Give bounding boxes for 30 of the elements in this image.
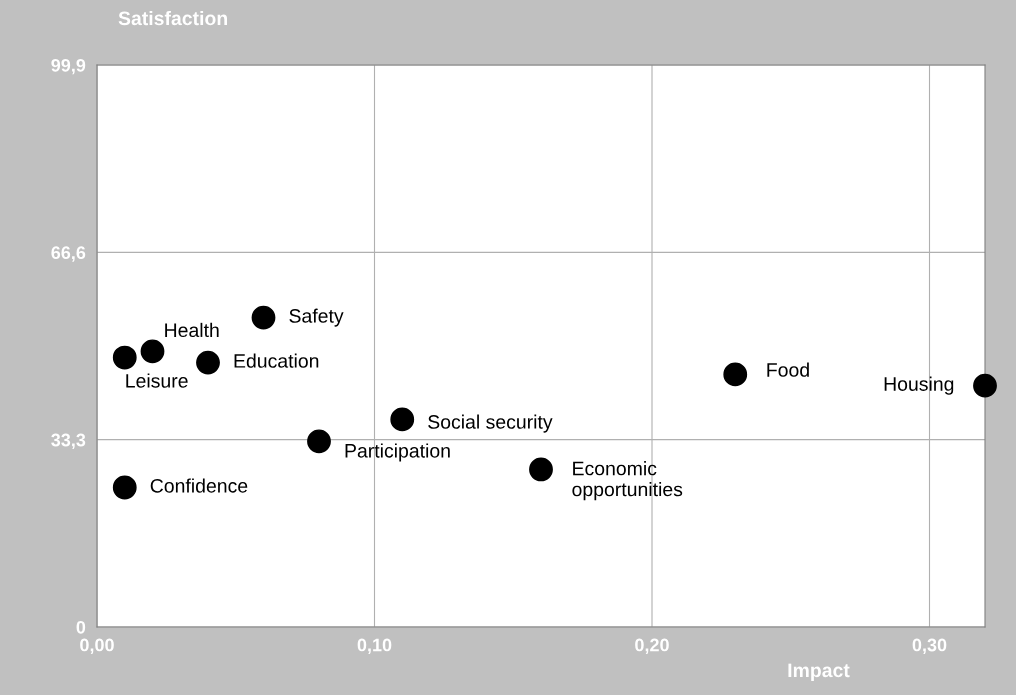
point [251,305,276,330]
point [196,350,220,375]
series-label: Food [767,362,809,377]
series-label: Social security [428,414,553,433]
point [112,345,137,370]
series-label: Participation [345,443,450,462]
x-tick-label: 0,20 [635,638,669,654]
point [723,362,748,387]
y-tick-label: 33,3 [51,433,86,449]
point [529,457,553,482]
series-label: Leisure [126,373,188,388]
y-axis-title: Satisfaction [118,10,228,26]
series-label: Health [165,322,219,338]
x-tick-label: 0,10 [357,638,392,654]
point [390,407,415,432]
series-label: Safety [289,308,344,327]
series-label: Education [234,353,319,368]
x-tick-label: 0,00 [80,638,114,654]
series-label: Confidence [150,478,248,493]
y-tick-label: 99,9 [51,58,86,75]
x-axis-title: Impact [788,663,850,682]
point [112,475,137,500]
point [973,373,997,398]
x-tick-label: 0,30 [912,638,947,654]
series-label: Economic opportunities [572,461,683,501]
point [140,339,165,364]
y-tick-label: 66,6 [51,246,86,262]
y-tick-label: 0 [76,620,86,634]
point [307,429,331,454]
series-label: Housing [884,376,954,395]
